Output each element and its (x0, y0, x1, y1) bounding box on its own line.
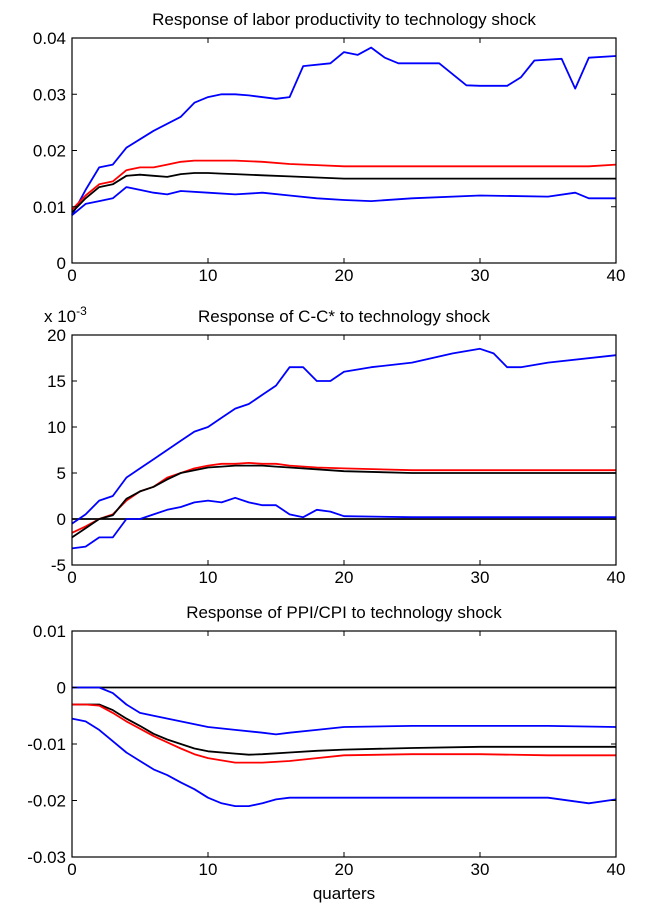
x-tick-label: 30 (471, 860, 490, 879)
x-tick-label: 20 (335, 568, 354, 587)
y-tick-label: 15 (47, 372, 66, 391)
y-tick-label: -5 (51, 556, 66, 575)
y-tick-label: -0.03 (27, 848, 66, 867)
series-line-2 (72, 686, 617, 736)
series-line-2 (71, 347, 617, 525)
y-tick-label: 0.02 (33, 142, 66, 161)
y-tick-label: 0.03 (33, 85, 66, 104)
series-line-3 (71, 159, 617, 211)
y-tick-label: -0.01 (27, 735, 66, 754)
x-tick-label: 10 (199, 266, 218, 285)
series-line-2 (71, 172, 616, 214)
y-tick-label: 0 (57, 679, 66, 698)
series-line-1 (71, 46, 617, 216)
chart-title: Response of C-C* to technology shock (198, 307, 490, 326)
x-tick-label: 10 (199, 860, 218, 879)
plot-frame (71, 334, 617, 566)
x-tick-label: 40 (607, 266, 626, 285)
chart-title: Response of labor productivity to techno… (152, 10, 536, 29)
y-tick-label: 0 (57, 254, 66, 273)
x-axis-label: quarters (313, 884, 375, 903)
x-tick-label: 40 (607, 568, 626, 587)
y-tick-label: 0.04 (33, 29, 66, 48)
x-tick-label: 0 (67, 568, 76, 587)
y-tick-label: -0.02 (27, 792, 66, 811)
y-tick-label: 5 (57, 464, 66, 483)
x-tick-label: 30 (471, 266, 490, 285)
y-tick-label: 0.01 (33, 198, 66, 217)
plot-frame (71, 37, 617, 264)
y-tick-label: 10 (47, 418, 66, 437)
chart-title: Response of PPI/CPI to technology shock (186, 603, 502, 622)
x-tick-label: 30 (471, 568, 490, 587)
x-tick-label: 20 (335, 266, 354, 285)
series-line-5 (71, 496, 616, 550)
chart-panel-3: 0 10 20 30 40 -0.03 -0.02 -0.01 0 0.01 Response of… (27, 603, 625, 903)
x-tick-label: 10 (199, 568, 218, 587)
series-line-4 (71, 186, 616, 216)
x-tick-label: 0 (67, 266, 76, 285)
y-tick-label: 0 (57, 510, 66, 529)
x-tick-label: 0 (67, 860, 76, 879)
y-axis-multiplier: x 10-3 (44, 304, 87, 326)
x-tick-label: 20 (335, 860, 354, 879)
y-tick-label: 0.01 (33, 622, 66, 641)
series-line-5 (71, 717, 617, 807)
series-line-4 (72, 703, 616, 764)
chart-panel-1: 0 10 20 30 40 0 0.01 0.02 0.03 0.04 Response of la… (33, 10, 626, 285)
y-tick-label: 20 (47, 326, 66, 345)
series-line-4 (71, 464, 616, 539)
plot-frame (71, 630, 617, 858)
series-line-3 (72, 703, 616, 756)
x-tick-label: 40 (607, 860, 626, 879)
